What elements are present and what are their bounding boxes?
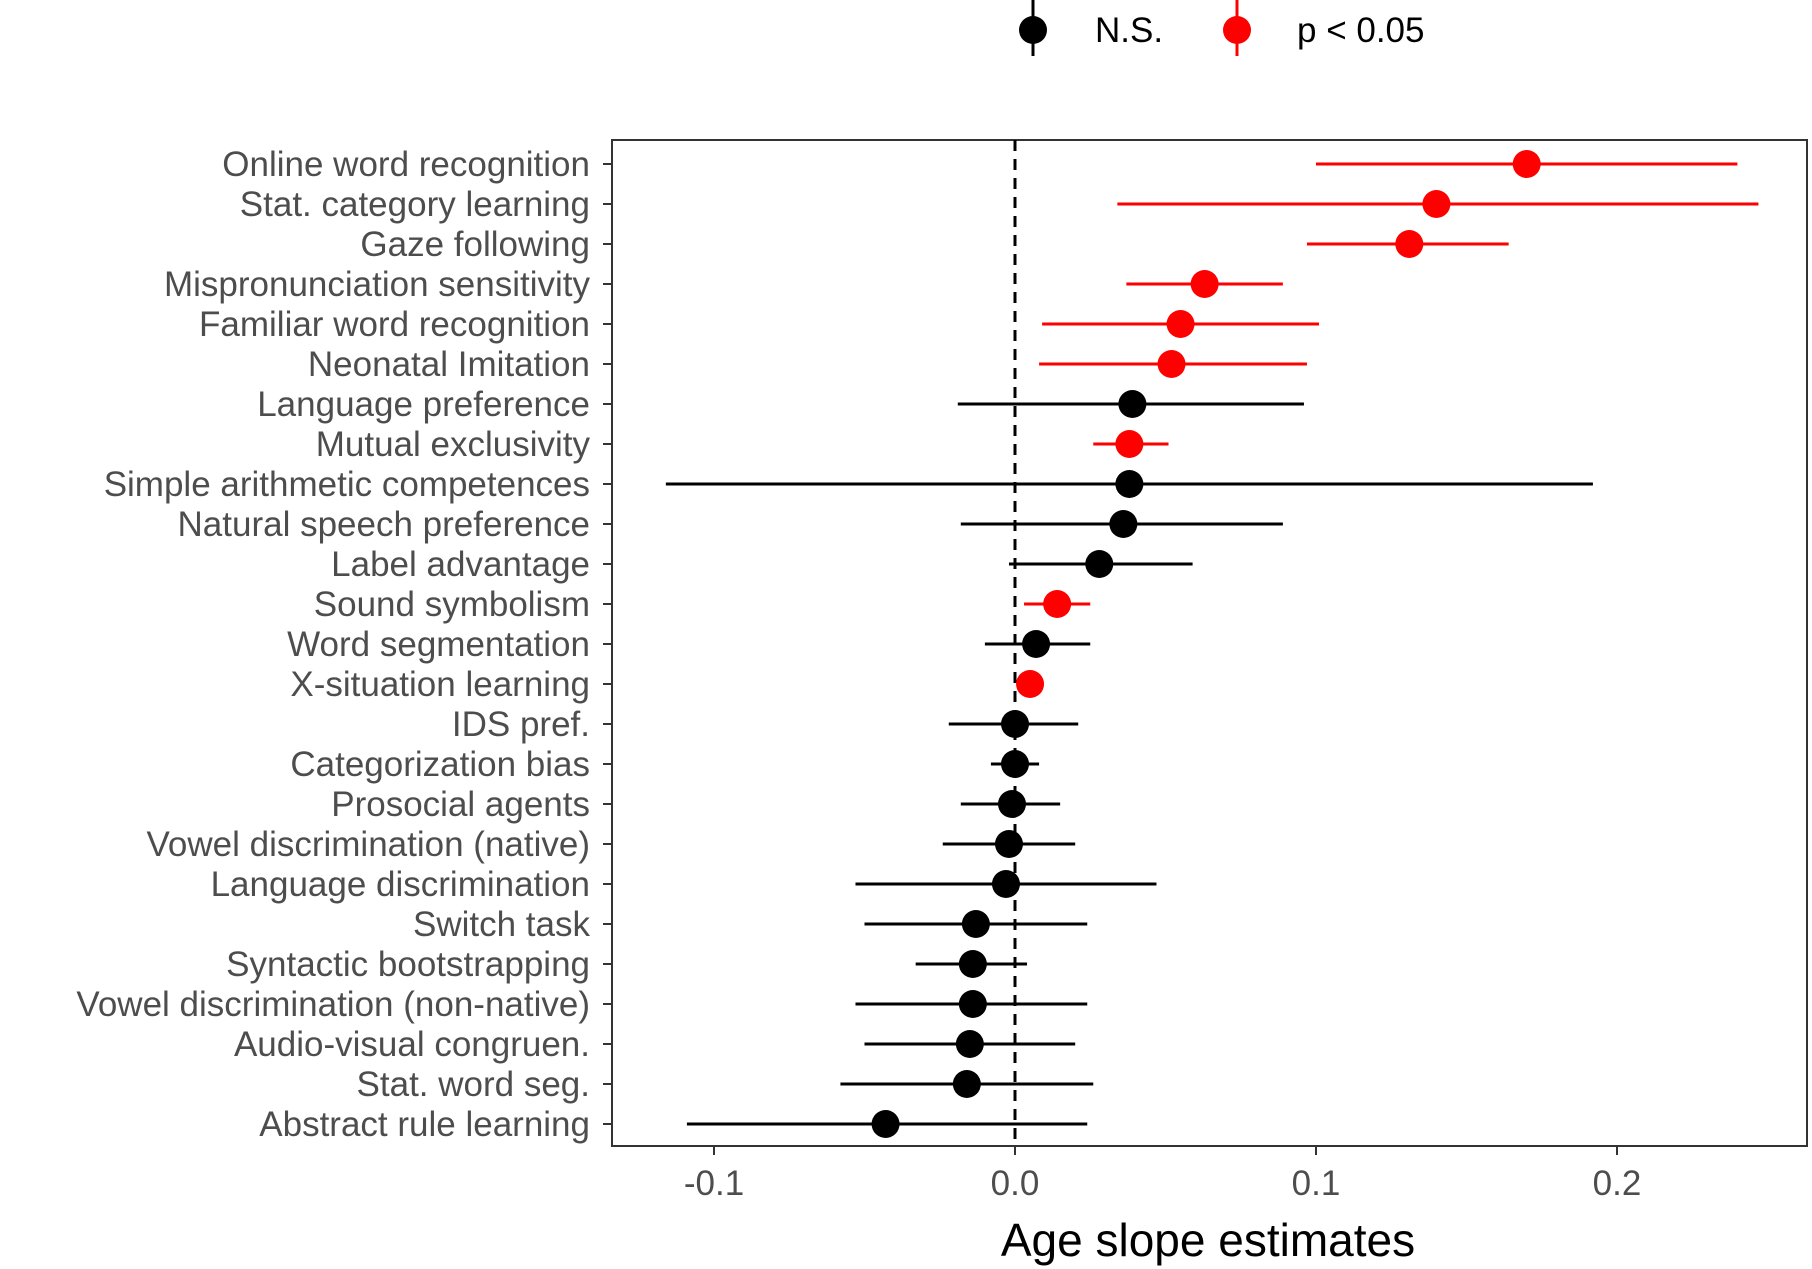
y-tick-label: Label advantage xyxy=(331,545,590,584)
y-tick-label: Mispronunciation sensitivity xyxy=(164,265,591,304)
point-estimates xyxy=(871,150,1541,1138)
legend-ns-point xyxy=(1019,16,1047,44)
x-axis: -0.1 0.0 0.1 0.2 xyxy=(684,1146,1641,1203)
point-estimate xyxy=(1085,550,1114,578)
point-estimate xyxy=(1166,310,1195,338)
y-tick-label: Abstract rule learning xyxy=(259,1105,590,1144)
legend-item-sig: p < 0.05 xyxy=(1223,0,1424,56)
x-tick-label: 0.1 xyxy=(1292,1164,1341,1203)
legend: N.S. p < 0.05 xyxy=(1019,0,1424,56)
y-tick-label: Language discrimination xyxy=(211,865,590,904)
point-estimate xyxy=(1043,590,1072,618)
legend-ns-label: N.S. xyxy=(1095,11,1163,50)
point-estimate xyxy=(958,990,987,1018)
point-estimate xyxy=(961,910,990,938)
y-tick-label: Neonatal Imitation xyxy=(308,345,590,384)
point-estimate xyxy=(1016,670,1045,698)
point-estimate xyxy=(1157,350,1186,378)
y-tick-label: Categorization bias xyxy=(290,745,590,784)
x-tick-label: 0.0 xyxy=(991,1164,1040,1203)
point-estimate xyxy=(1422,190,1451,218)
y-tick-label: Stat. word seg. xyxy=(357,1065,590,1104)
point-estimate xyxy=(871,1110,900,1138)
y-tick-label: Simple arithmetic competences xyxy=(104,465,590,504)
point-estimate xyxy=(994,830,1023,858)
legend-sig-label: p < 0.05 xyxy=(1297,11,1424,50)
y-tick-label: Word segmentation xyxy=(287,625,590,664)
point-estimate xyxy=(1118,390,1147,418)
x-tick-label: -0.1 xyxy=(684,1164,744,1203)
y-tick-label: Gaze following xyxy=(360,225,590,264)
y-tick-label: X-situation learning xyxy=(290,665,590,704)
point-estimate xyxy=(1022,630,1051,658)
point-estimate xyxy=(1001,710,1029,738)
y-tick-label: Mutual exclusivity xyxy=(316,425,591,464)
point-estimate xyxy=(991,870,1020,898)
legend-sig-point xyxy=(1223,16,1251,44)
y-tick-label: Stat. category learning xyxy=(240,185,590,224)
y-tick-label: Online word recognition xyxy=(222,145,590,184)
point-estimate xyxy=(1395,230,1424,258)
y-tick-label: Prosocial agents xyxy=(331,785,590,824)
y-tick-label: Vowel discrimination (non-native) xyxy=(76,985,590,1024)
point-estimate xyxy=(1115,470,1144,498)
point-estimate xyxy=(952,1070,981,1098)
point-estimate xyxy=(955,1030,984,1058)
x-axis-title: Age slope estimates xyxy=(1001,1214,1415,1266)
y-tick-label: Natural speech preference xyxy=(178,505,590,544)
x-tick-label: 0.2 xyxy=(1593,1164,1642,1203)
point-estimate xyxy=(1512,150,1541,178)
point-estimate xyxy=(997,790,1026,818)
point-estimate xyxy=(958,950,987,978)
y-tick-label: Sound symbolism xyxy=(314,585,590,624)
point-estimate xyxy=(1190,270,1219,298)
point-estimate xyxy=(1109,510,1138,538)
y-tick-label: Vowel discrimination (native) xyxy=(146,825,590,864)
y-tick-label: Audio-visual congruen. xyxy=(234,1025,590,1064)
point-estimate xyxy=(1115,430,1144,458)
y-tick-label: Language preference xyxy=(257,385,590,424)
y-tick-label: Switch task xyxy=(413,905,590,944)
y-tick-label: Familiar word recognition xyxy=(199,305,590,344)
y-tick-label: Syntactic bootstrapping xyxy=(226,945,590,984)
legend-item-ns: N.S. xyxy=(1019,0,1163,56)
y-tick-label: IDS pref. xyxy=(452,705,590,744)
point-estimate xyxy=(1001,750,1029,778)
